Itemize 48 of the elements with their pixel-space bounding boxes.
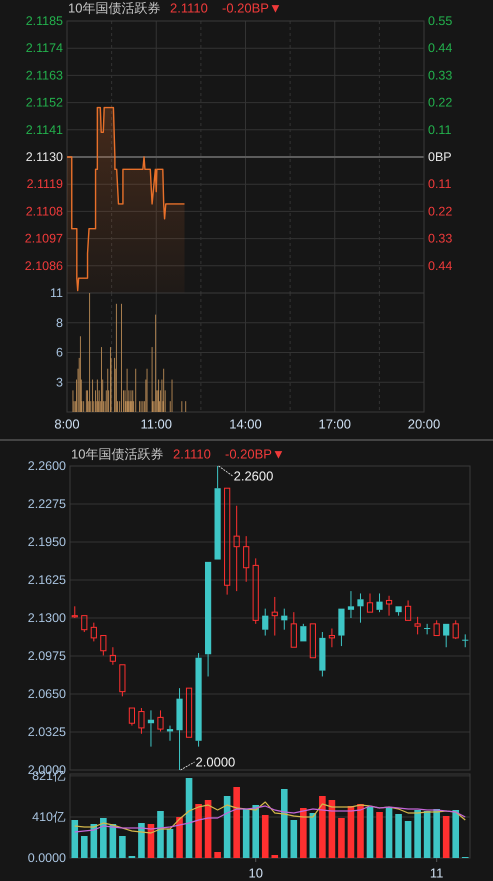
y-tick-label: 8	[56, 316, 64, 330]
y2-tick-label: 0.55	[428, 14, 452, 28]
y-tick-label: 2.0650	[28, 687, 66, 701]
y-tick-label: 410亿	[32, 810, 66, 824]
y-tick-label: 2.0975	[28, 649, 66, 663]
x-tick-label: 17:00	[318, 416, 352, 432]
y-tick-label: 2.1625	[28, 573, 66, 587]
y-tick-label: 3	[56, 375, 64, 390]
y-tick-label: 2.0325	[28, 725, 66, 739]
text: -0.20BP▼	[222, 0, 282, 16]
y2-tick-label: 0.44	[428, 258, 452, 273]
chart-title: 10年国债活跃券	[68, 0, 160, 16]
y-tick-label: 2.1163	[26, 68, 64, 82]
y-tick-label: 2.2600	[28, 459, 66, 473]
y-tick-label: 2.1152	[26, 96, 64, 110]
y2-tick-label: 0.33	[428, 68, 452, 82]
x-tick-label: 8:00	[54, 416, 80, 432]
annotation: 2.2600	[234, 468, 274, 484]
y-tick-label: 2.1097	[24, 232, 64, 246]
x-tick-label: 11:00	[140, 416, 172, 432]
y2-tick-label: 0.11	[428, 122, 452, 137]
y2-tick-label: 0.33	[428, 232, 452, 246]
x-tick-label: 20:00	[408, 416, 440, 432]
x-tick-label: 10	[248, 866, 263, 880]
y-tick-label: 2.1185	[26, 14, 64, 28]
y-tick-label: 2.1119	[26, 177, 64, 192]
y-tick-label: 2.1300	[28, 611, 66, 625]
y-tick-label: 11	[50, 286, 64, 300]
chart-title: 10年国债活跃券	[71, 446, 164, 462]
y-tick-label: 2.2275	[28, 497, 66, 511]
annotation: 2.0000	[196, 754, 236, 770]
y-tick-label: 0.0000	[28, 851, 66, 865]
chart-subtitle: 2.1110	[170, 0, 208, 16]
y2-tick-label: 0.11	[428, 177, 452, 192]
y-tick-label: 2.1086	[24, 258, 64, 273]
y-tick-label: 2.1174	[26, 41, 64, 56]
y-tick-label: 2.1108	[26, 204, 64, 218]
y-tick-label: 2.1141	[26, 122, 64, 137]
y-tick-label: 2.1950	[28, 535, 66, 549]
y2-tick-label: 0.22	[428, 96, 452, 110]
text: -0.20BP▼	[225, 446, 285, 462]
x-tick-label: 14:00	[229, 416, 262, 432]
y-tick-label: 6	[56, 346, 64, 360]
chart-subtitle: 2.1110	[173, 446, 211, 462]
y2-tick-label: 0.44	[428, 41, 452, 56]
y2-tick-label: 0BP	[428, 150, 452, 164]
y-tick-label: 2.1130	[26, 150, 64, 164]
y2-tick-label: 0.22	[428, 204, 452, 218]
